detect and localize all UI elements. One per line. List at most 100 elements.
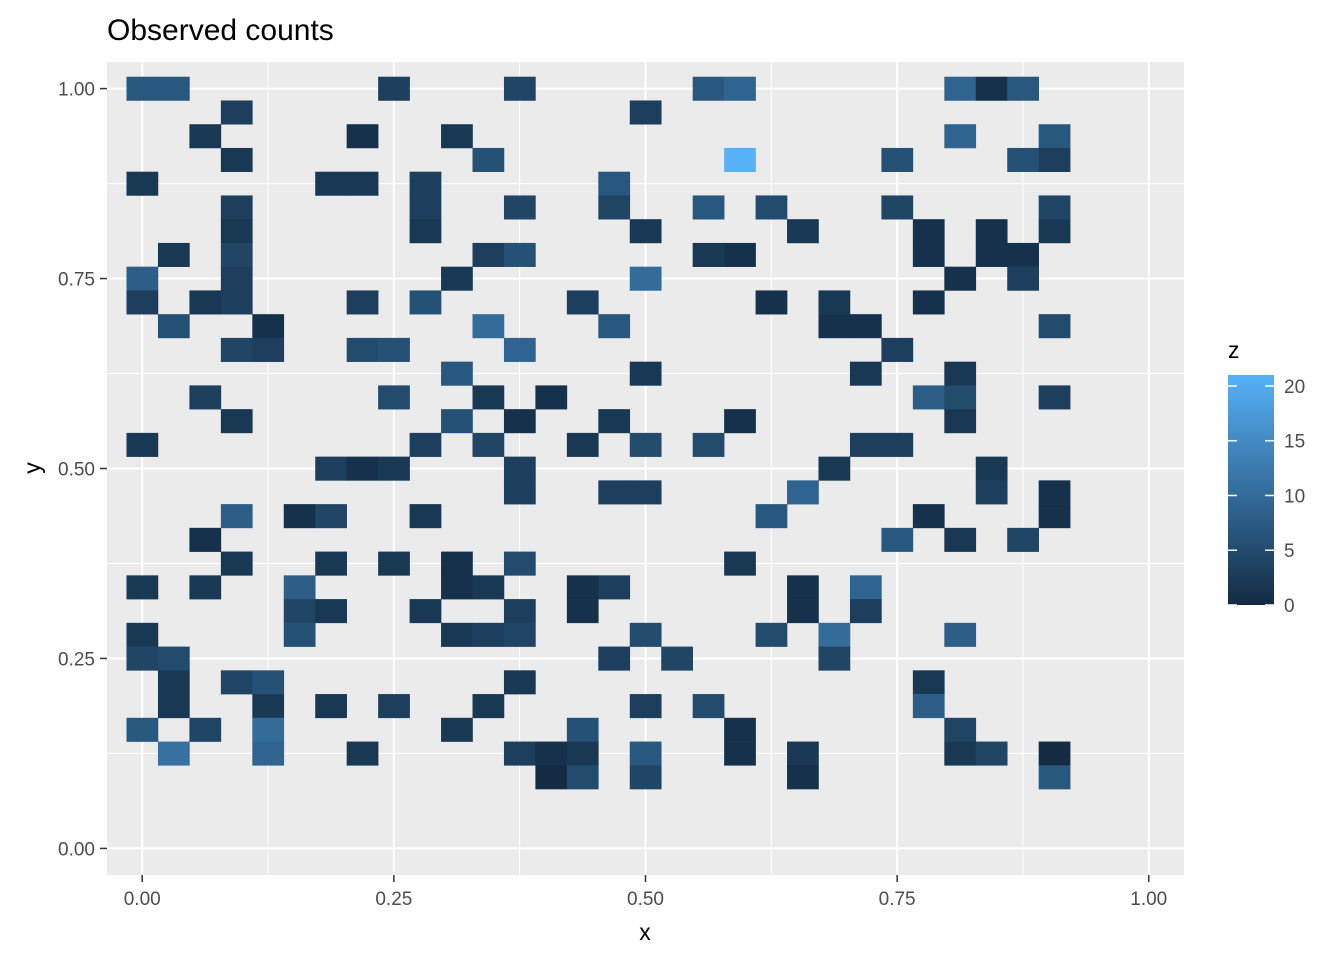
heatmap-cell [252, 337, 285, 362]
heatmap-cell [189, 527, 222, 552]
heatmap-cell [126, 290, 159, 315]
heatmap-cell [220, 266, 253, 291]
heatmap-cell [157, 741, 190, 766]
heatmap-cell [441, 622, 473, 647]
heatmap-cell [1007, 147, 1039, 172]
heatmap-cell [441, 124, 473, 149]
heatmap-cell [944, 622, 977, 647]
heatmap-cell [126, 171, 159, 196]
y-axis-title: y [19, 462, 45, 474]
heatmap-cell [975, 219, 1008, 244]
heatmap-cell [598, 171, 631, 196]
y-tick-label: 0.50 [58, 460, 95, 481]
heatmap-cell [692, 76, 725, 101]
heatmap-cell [975, 480, 1008, 505]
heatmap-cell [661, 646, 693, 671]
heatmap-cell [157, 646, 190, 671]
heatmap-cell [944, 409, 977, 434]
heatmap-cell [189, 385, 222, 410]
heatmap-cell [378, 551, 410, 576]
heatmap-cell [472, 385, 505, 410]
heatmap-cell [252, 670, 285, 695]
heatmap-cell [912, 385, 945, 410]
heatmap-cell [126, 432, 159, 457]
heatmap-cell [975, 456, 1008, 481]
heatmap-cell [409, 599, 442, 624]
heatmap-cell [1007, 242, 1039, 267]
heatmap-cell [1007, 76, 1039, 101]
heatmap-cell [566, 765, 599, 790]
heatmap-cell [849, 314, 882, 339]
heatmap-cell [912, 670, 945, 695]
y-tick-label: 0.75 [58, 270, 95, 291]
heatmap-cell [1038, 765, 1071, 790]
heatmap-cell [787, 599, 819, 624]
heatmap-cell [126, 646, 159, 671]
heatmap-cell [346, 124, 379, 149]
heatmap-cell [912, 694, 945, 719]
heatmap-cell [503, 337, 536, 362]
heatmap-cell [503, 622, 536, 647]
heatmap-cell [157, 694, 190, 719]
heatmap-cell [724, 409, 756, 434]
heatmap-cell [912, 290, 945, 315]
heatmap-cell [126, 622, 159, 647]
heatmap-cell [849, 361, 882, 386]
heatmap-cell [472, 147, 505, 172]
legend-tick-label: 20 [1284, 377, 1305, 398]
heatmap-cell [409, 290, 442, 315]
heatmap-cell [503, 76, 536, 101]
heatmap-cell [126, 575, 159, 600]
x-tick-label: 0.75 [879, 889, 916, 910]
heatmap-cell [472, 622, 505, 647]
heatmap-cell [881, 432, 914, 457]
y-tick-label: 0.25 [58, 649, 95, 670]
heatmap-cell [629, 480, 662, 505]
x-axis-title: x [639, 919, 651, 945]
heatmap-cell [1007, 527, 1039, 552]
heatmap-cell [315, 171, 347, 196]
heatmap-cell [503, 242, 536, 267]
x-axis: 0.00 0.25 0.50 0.75 1.00 [124, 875, 1167, 910]
legend: z 0 5 10 15 20 [1228, 337, 1305, 617]
heatmap-cell [598, 480, 631, 505]
heatmap-cell [535, 765, 568, 790]
heatmap-cell [1038, 147, 1071, 172]
heatmap-cell [975, 741, 1008, 766]
legend-tick-label: 0 [1284, 596, 1295, 617]
heatmap-cell [283, 504, 316, 529]
heatmap-cell [629, 741, 662, 766]
heatmap-cell [944, 385, 977, 410]
heatmap-cell [881, 337, 914, 362]
heatmap-cell [472, 314, 505, 339]
x-tick-label: 1.00 [1130, 889, 1167, 910]
heatmap-cell [472, 694, 505, 719]
heatmap-cell [409, 432, 442, 457]
heatmap-cell [692, 195, 725, 220]
heatmap-cell [818, 456, 851, 481]
y-axis: 0.00 0.25 0.50 0.75 1.00 [58, 80, 107, 860]
heatmap-cell [566, 599, 599, 624]
heatmap-cell [503, 599, 536, 624]
heatmap-cell [944, 266, 977, 291]
heatmap-cell [346, 741, 379, 766]
heatmap-cell [944, 76, 977, 101]
heatmap-cell [378, 337, 410, 362]
heatmap-cell [252, 717, 285, 742]
heatmap-cell [912, 219, 945, 244]
heatmap-cell [220, 147, 253, 172]
legend-tick-label: 5 [1284, 541, 1295, 562]
heatmap-cell [755, 622, 788, 647]
heatmap-cell [818, 314, 851, 339]
heatmap-cell [724, 76, 756, 101]
heatmap-cell [126, 266, 159, 291]
heatmap-cell [787, 765, 819, 790]
x-tick-label: 0.50 [627, 889, 664, 910]
heatmap-cell [598, 409, 631, 434]
heatmap-cell [378, 385, 410, 410]
legend-title: z [1228, 337, 1240, 363]
heatmap-cell [157, 314, 190, 339]
heatmap-cell [849, 575, 882, 600]
heatmap-cell [220, 337, 253, 362]
